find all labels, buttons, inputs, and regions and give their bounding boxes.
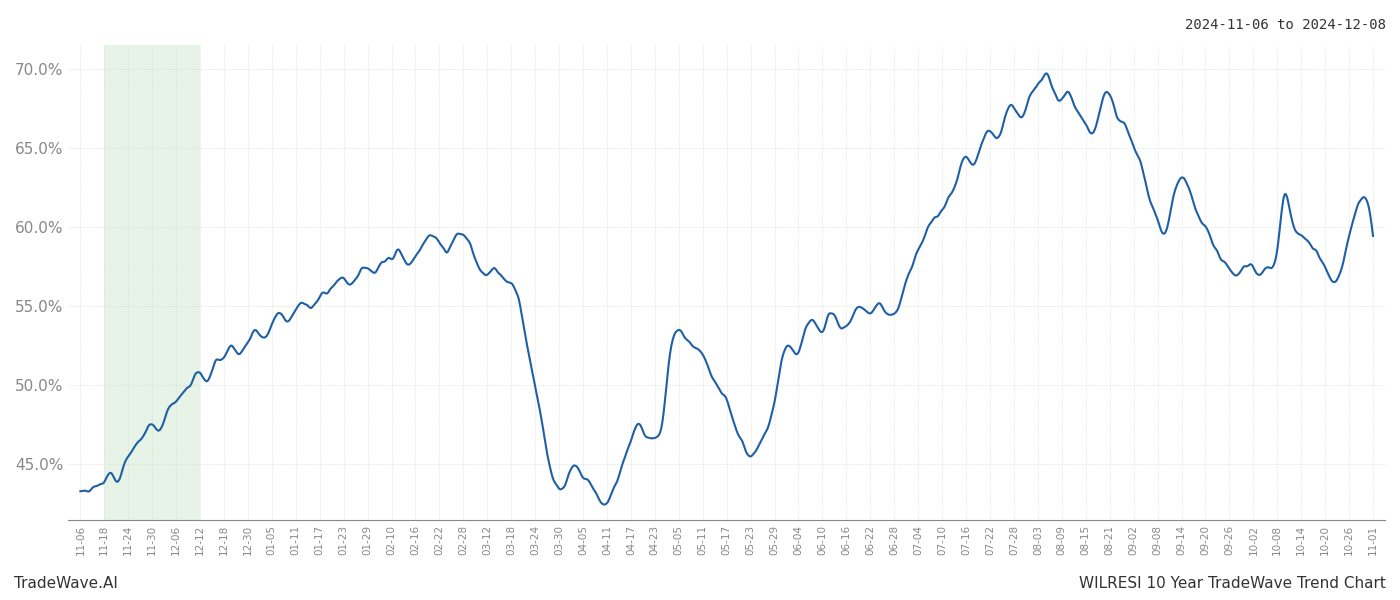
Text: TradeWave.AI: TradeWave.AI <box>14 576 118 591</box>
Text: 2024-11-06 to 2024-12-08: 2024-11-06 to 2024-12-08 <box>1184 18 1386 32</box>
Bar <box>104 45 200 520</box>
Text: WILRESI 10 Year TradeWave Trend Chart: WILRESI 10 Year TradeWave Trend Chart <box>1079 576 1386 591</box>
